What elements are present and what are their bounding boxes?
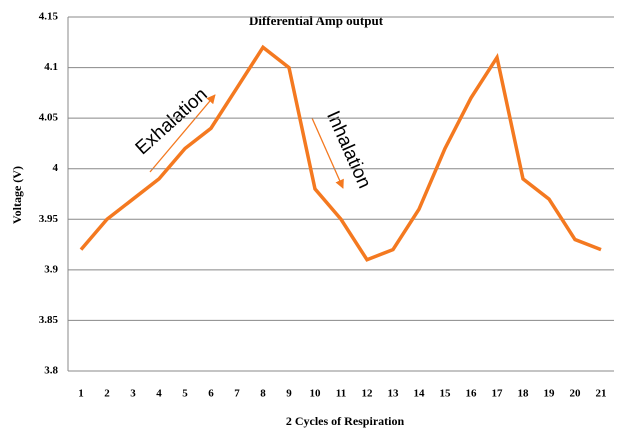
x-tick-label: 10 <box>310 388 322 400</box>
x-tick-label: 2 <box>104 388 110 400</box>
x-tick-label: 3 <box>130 388 136 400</box>
exhalation-arrow <box>149 94 216 173</box>
x-tick-label: 9 <box>286 388 292 400</box>
y-tick-label: 3.85 <box>39 314 59 326</box>
x-tick-label: 17 <box>492 388 504 400</box>
x-tick-label: 18 <box>518 388 530 400</box>
line <box>79 44 602 262</box>
x-tick-label: 6 <box>208 388 214 400</box>
x-tick-label: 12 <box>362 388 374 400</box>
y-axis-label: Voltage (V) <box>10 166 24 224</box>
y-tick-label: 4.1 <box>44 61 58 73</box>
x-tick-label: 5 <box>182 388 188 400</box>
annotation: Inhalation <box>322 108 375 192</box>
inhalation-arrow <box>311 117 344 189</box>
x-tick-label: 8 <box>260 388 266 400</box>
x-tick-label: 15 <box>440 388 452 400</box>
x-tick-label: 19 <box>544 388 556 400</box>
x-tick-label: 14 <box>414 388 426 400</box>
annotation: Exhalation <box>132 84 212 159</box>
y-tick-label: 4.15 <box>39 11 59 23</box>
x-tick-label: 16 <box>466 388 478 400</box>
y-tick-label: 4.05 <box>39 112 59 124</box>
chart-title: Differential Amp output <box>249 13 384 28</box>
x-tick-label: 20 <box>570 388 582 400</box>
x-axis-label: 2 Cycles of Respiration <box>286 414 405 428</box>
y-tick-label: 3.95 <box>39 213 59 225</box>
x-tick-label: 1 <box>78 388 84 400</box>
x-tick-label: 13 <box>388 388 400 400</box>
y-tick-label: 4 <box>53 162 59 174</box>
x-tick-label: 4 <box>156 388 162 400</box>
x-tick-label: 7 <box>234 388 240 400</box>
x-tick-label: 21 <box>596 388 607 400</box>
y-tick-label: 3.9 <box>44 263 58 275</box>
x-tick-label: 11 <box>336 388 346 400</box>
y-tick-label: 3.8 <box>44 365 58 377</box>
